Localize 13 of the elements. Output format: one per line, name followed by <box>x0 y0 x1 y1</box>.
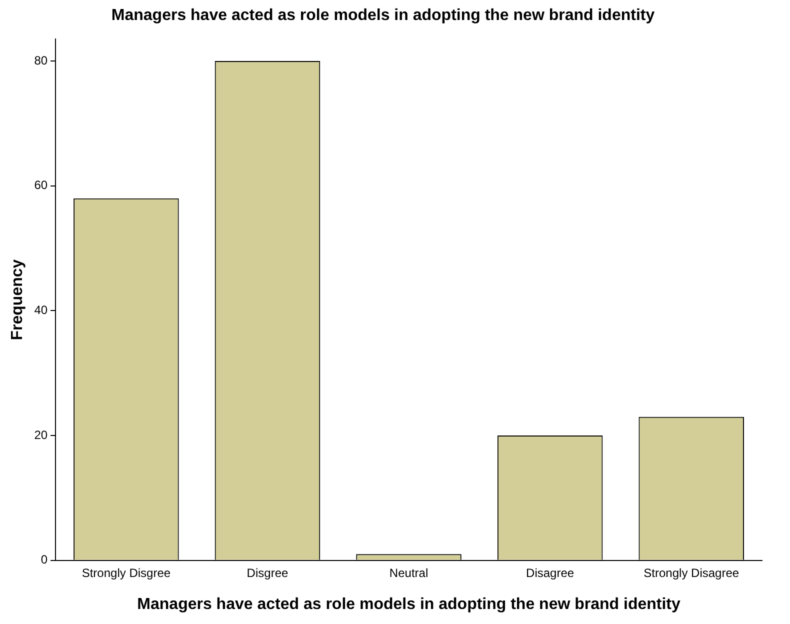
x-tick-label: Disgree <box>246 566 288 580</box>
x-tick-label: Strongly Disagree <box>644 566 740 580</box>
x-tick-label: Neutral <box>389 566 428 580</box>
y-tick-label: 40 <box>34 303 48 318</box>
y-tick-label: 80 <box>34 53 48 68</box>
x-tick-label: Strongly Disgree <box>82 566 171 580</box>
y-tick-label: 0 <box>40 552 48 567</box>
x-axis-title: Managers have acted as role models in adopting the new brand identity <box>137 596 680 613</box>
y-tick-label: 60 <box>34 178 48 192</box>
chart-title: Managers have acted as role models in adopting the new brand identity <box>111 7 655 24</box>
x-tick-label: Disagree <box>526 566 574 580</box>
y-axis-title: Frequency <box>9 259 26 340</box>
y-tick-label: 20 <box>34 428 48 442</box>
